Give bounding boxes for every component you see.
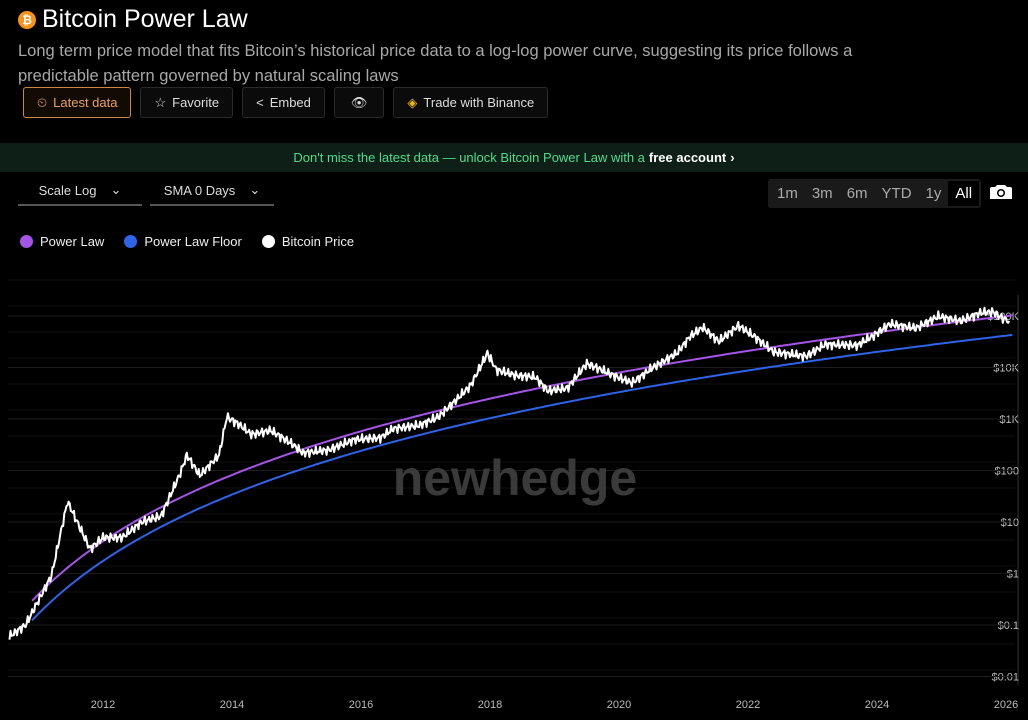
clock-icon: ⏲ (37, 94, 48, 110)
latest-data-label: Latest data (53, 95, 118, 110)
legend-label: Power Law Floor (144, 234, 242, 249)
x-tick-label: 2024 (865, 699, 889, 711)
trade-binance-button[interactable]: ◈ Trade with Binance (393, 87, 549, 118)
y-tick-label: $1 (1007, 569, 1019, 581)
legend-price[interactable]: Bitcoin Price (261, 234, 355, 249)
eye-icon: 👁 (350, 94, 368, 110)
binance-icon: ◈ (407, 94, 418, 110)
x-tick-label: 2022 (736, 699, 760, 711)
favorite-label: Favorite (172, 95, 220, 110)
scale-value: Scale Log (38, 182, 97, 198)
y-tick-label: $10K (993, 363, 1019, 375)
x-tick-label: 2026 (994, 699, 1018, 711)
price-chart[interactable]: 2026 2024 2022 2020 2018 2016 2014 2012 $0.01 $0.… (0, 270, 1028, 720)
x-tick-label: 2016 (349, 699, 373, 711)
range-ytd[interactable]: YTD (881, 185, 912, 202)
legend-dot (261, 235, 275, 248)
power-law-floor-line (31, 333, 1013, 622)
y-tick-label: $100 (995, 466, 1019, 478)
chevron-down-icon: ⌄ (249, 182, 261, 197)
range-6m[interactable]: 6m (846, 185, 868, 202)
range-selector: 1m 3m 6m YTD 1y All (768, 179, 982, 208)
trade-label: Trade with Binance (423, 95, 535, 110)
star-icon: ☆ (154, 94, 167, 110)
embed-button[interactable]: < Embed (242, 87, 325, 118)
legend-dot (20, 235, 33, 248)
chevron-down-icon: ⌄ (110, 182, 122, 197)
favorite-button[interactable]: ☆ Favorite (140, 87, 234, 118)
range-all[interactable]: All (948, 181, 980, 206)
x-tick-label: 2012 (91, 699, 115, 711)
banner-text: Don't miss the latest data — unlock Bitc… (293, 150, 645, 165)
x-tick-label: 2020 (607, 699, 631, 711)
watermark: newhedge (393, 450, 637, 506)
sma-select[interactable]: SMA 0 Days ⌄ (150, 176, 274, 206)
range-1y[interactable]: 1y (925, 185, 942, 202)
y-tick-label: $0.01 (991, 672, 1019, 684)
legend-label: Bitcoin Price (281, 234, 355, 249)
x-tick-label: 2014 (220, 699, 244, 711)
free-account-link[interactable]: free account (648, 150, 727, 165)
bitcoin-price-line (8, 306, 1011, 640)
latest-data-button[interactable]: ⏲ Latest data (23, 87, 132, 118)
legend-floor[interactable]: Power Law Floor (124, 234, 242, 249)
page-title: ₿ Bitcoin Power Law (18, 5, 248, 34)
range-3m[interactable]: 3m (811, 185, 833, 202)
camera-icon[interactable] (990, 183, 1012, 201)
legend-label: Power Law (40, 234, 105, 249)
sma-value: SMA 0 Days (163, 182, 236, 198)
y-tick-label: $0.1 (998, 620, 1019, 632)
embed-label: Embed (269, 95, 311, 110)
scale-select[interactable]: Scale Log ⌄ (18, 176, 142, 206)
y-tick-label: $10 (1001, 517, 1019, 529)
x-tick-label: 2018 (478, 699, 502, 711)
range-1m[interactable]: 1m (777, 185, 798, 202)
chevron-right-icon: › (730, 150, 735, 165)
legend-power-law[interactable]: Power Law (20, 234, 104, 249)
chart-legend: Power Law Power Law Floor Bitcoin Price (20, 234, 354, 249)
y-tick-label: $1K (999, 414, 1019, 426)
upgrade-banner[interactable]: Don't miss the latest data — unlock Bitc… (0, 143, 1028, 172)
watch-button[interactable]: 👁 (333, 87, 385, 118)
power-law-line (31, 314, 1013, 602)
page-description: Long term price model that fits Bitcoin’… (18, 42, 853, 85)
bitcoin-icon: ₿ (18, 10, 36, 29)
share-icon: < (256, 95, 264, 110)
title-text: Bitcoin Power Law (42, 5, 248, 33)
legend-dot (124, 235, 138, 248)
